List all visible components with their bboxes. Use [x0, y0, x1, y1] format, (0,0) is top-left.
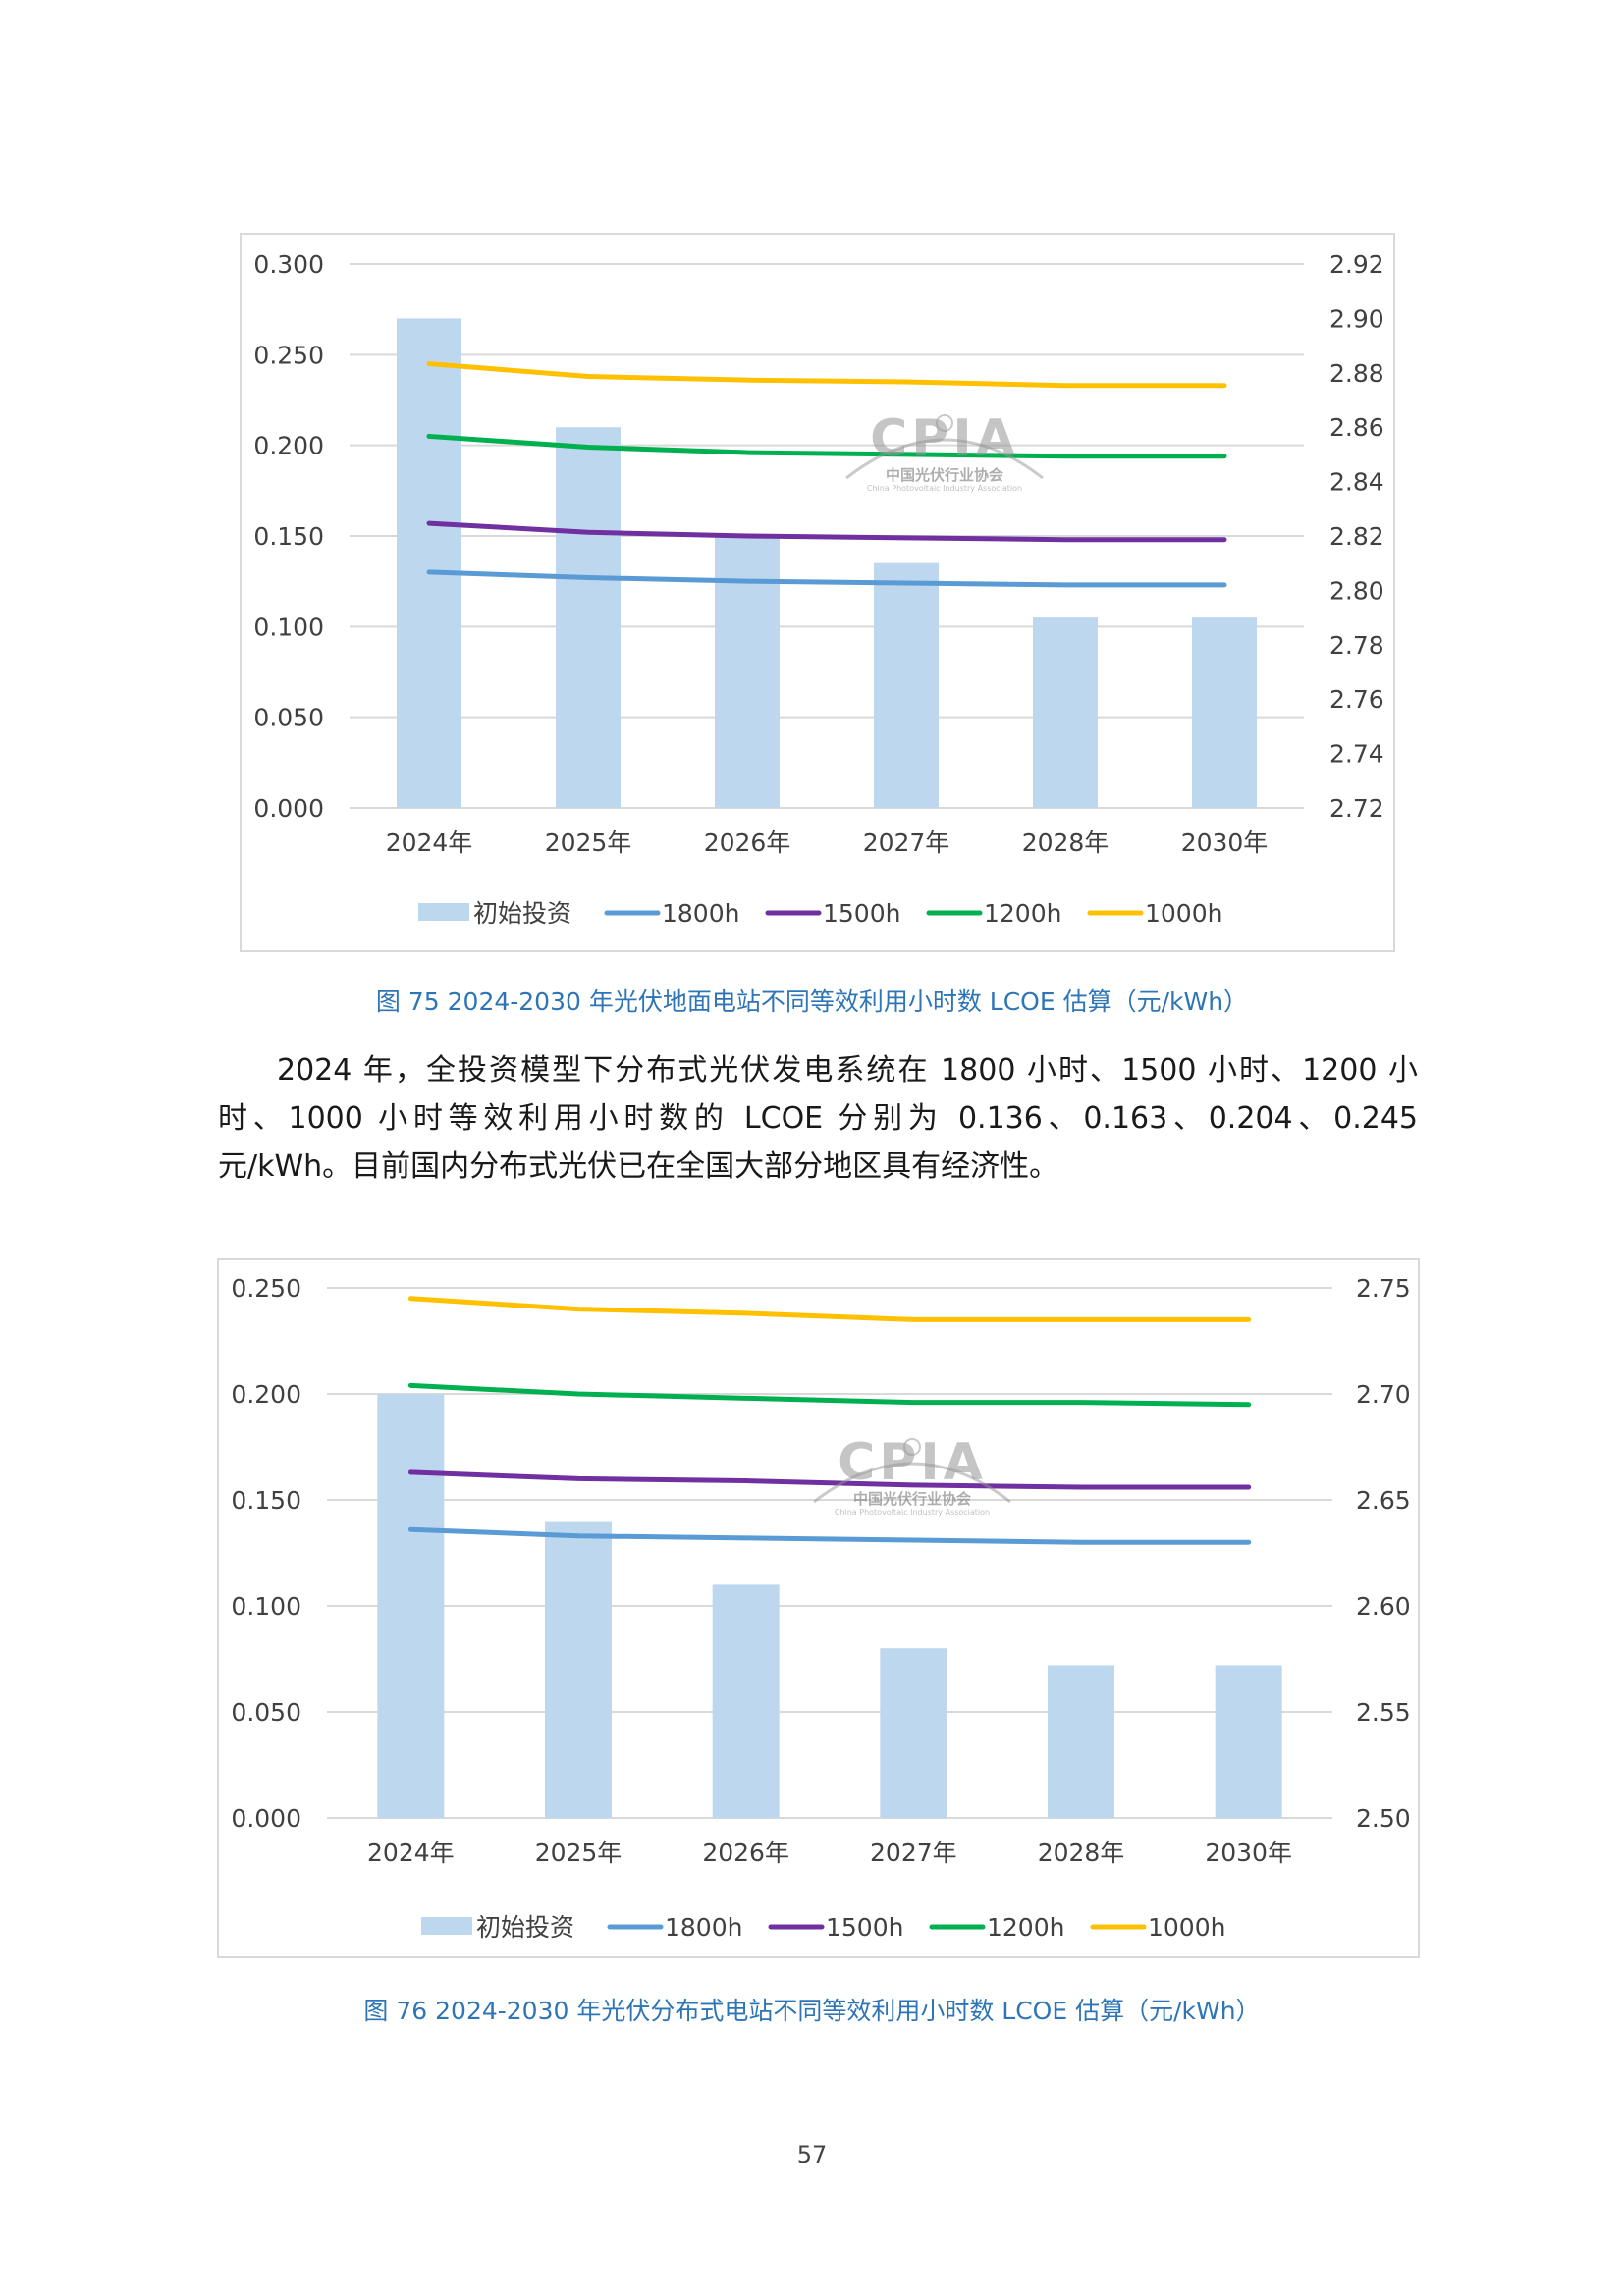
- y-left-tick-label: 0.100: [253, 613, 324, 641]
- bar-初始投资: [556, 427, 621, 808]
- y-left-tick-label: 0.050: [253, 704, 324, 732]
- legend-label: 1800h: [665, 1913, 742, 1942]
- chart-svg: 0.000 0.050 0.100 0.150 0.200 0.250 2.50 2.55 2.…: [231, 1274, 1411, 1942]
- x-tick-label: 2028年: [1038, 1839, 1125, 1867]
- y-right-tick-label: 2.65: [1356, 1486, 1411, 1515]
- y-right-tick-label: 2.74: [1329, 740, 1384, 769]
- bar-初始投资: [545, 1521, 612, 1818]
- bar-初始投资: [712, 1584, 780, 1818]
- y-right-tick-label: 2.76: [1329, 685, 1384, 714]
- y-right-tick-label: 2.86: [1329, 413, 1384, 442]
- page-number: 57: [796, 2141, 828, 2168]
- y-left-tick-label: 0.200: [231, 1380, 301, 1409]
- bar-初始投资: [397, 318, 461, 808]
- x-tick-label: 2027年: [863, 828, 950, 857]
- bar-初始投资: [715, 536, 780, 808]
- legend-label: 1200h: [987, 1913, 1064, 1942]
- bar-初始投资: [377, 1394, 445, 1818]
- line-1000h: [426, 361, 1227, 389]
- line-1500h: [426, 520, 1227, 543]
- legend-swatch-bar: [421, 1917, 472, 1935]
- y-right-tick-label: 2.84: [1329, 468, 1384, 497]
- y-right-tick-label: 2.80: [1329, 576, 1384, 605]
- bar-初始投资: [1215, 1665, 1282, 1818]
- y-right-tick-label: 2.70: [1356, 1380, 1411, 1409]
- bar-初始投资: [874, 562, 939, 808]
- y-right-tick-label: 2.60: [1356, 1592, 1411, 1621]
- legend-swatch-bar: [418, 903, 469, 921]
- x-tick-label: 2025年: [545, 828, 632, 857]
- chart-ground-station-lcoe: 0.000 0.050 0.100 0.150 0.200 0.250 0.300 2.72 2…: [240, 233, 1395, 952]
- line-1800h: [407, 1526, 1252, 1545]
- legend-label: 初始投资: [476, 1913, 574, 1942]
- legend-label: 1200h: [984, 899, 1061, 928]
- x-tick-label: 2027年: [870, 1839, 957, 1867]
- y-right-tick-label: 2.55: [1356, 1698, 1411, 1727]
- line-1500h: [407, 1469, 1252, 1490]
- bar-初始投资: [1048, 1665, 1114, 1818]
- y-left-tick-label: 0.250: [253, 341, 324, 369]
- y-left-tick-label: 0.150: [231, 1486, 301, 1515]
- line-1000h: [407, 1296, 1252, 1322]
- y-right-tick-label: 2.92: [1329, 250, 1384, 279]
- bar-初始投资: [880, 1648, 947, 1818]
- y-right-tick-label: 2.82: [1329, 522, 1384, 551]
- y-left-tick-label: 0.300: [253, 250, 324, 279]
- legend-label: 1500h: [823, 899, 900, 928]
- x-tick-label: 2024年: [367, 1839, 455, 1867]
- line-1800h: [426, 569, 1227, 588]
- y-left-tick-label: 0.050: [231, 1698, 301, 1727]
- y-right-tick-label: 2.50: [1356, 1804, 1411, 1833]
- y-right-tick-label: 2.72: [1329, 794, 1384, 823]
- bar-初始投资: [1192, 617, 1257, 808]
- x-tick-label: 2024年: [386, 828, 473, 857]
- legend-label: 1500h: [826, 1913, 903, 1942]
- y-left-tick-label: 0.200: [253, 432, 324, 460]
- body-paragraph: 2024 年，全投资模型下分布式光伏发电系统在 1800 小时、1500 小时、…: [218, 1053, 1418, 1184]
- x-tick-label: 2030年: [1205, 1839, 1292, 1867]
- figure-caption: 图 76 2024-2030 年光伏分布式电站不同等效利用小时数 LCOE 估算…: [363, 1997, 1261, 2025]
- line-1200h: [426, 433, 1227, 459]
- y-right-tick-label: 2.75: [1356, 1274, 1411, 1303]
- y-left-tick-label: 0.000: [231, 1804, 301, 1833]
- chart-svg: 0.000 0.050 0.100 0.150 0.200 0.250 0.300 2.72 2…: [253, 250, 1384, 928]
- bar-初始投资: [1033, 617, 1098, 808]
- legend-label: 1800h: [662, 899, 739, 928]
- x-tick-label: 2026年: [702, 1839, 789, 1867]
- x-tick-label: 2026年: [704, 828, 791, 857]
- y-left-tick-label: 0.000: [253, 794, 324, 823]
- legend-label: 1000h: [1148, 1913, 1225, 1942]
- y-left-tick-label: 0.250: [231, 1274, 301, 1303]
- y-right-tick-label: 2.90: [1329, 304, 1384, 333]
- figure-caption: 图 75 2024-2030 年光伏地面电站不同等效利用小时数 LCOE 估算（…: [375, 988, 1249, 1016]
- line-1200h: [407, 1382, 1252, 1408]
- y-left-tick-label: 0.100: [231, 1592, 301, 1621]
- x-tick-label: 2025年: [535, 1839, 623, 1867]
- x-tick-label: 2028年: [1022, 828, 1110, 857]
- legend-label: 1000h: [1145, 899, 1222, 928]
- chart-distributed-station-lcoe: 0.000 0.050 0.100 0.150 0.200 0.250 2.50 2.55 2.…: [217, 1258, 1420, 1958]
- x-tick-label: 2030年: [1181, 828, 1269, 857]
- legend-label: 初始投资: [473, 899, 571, 928]
- y-left-tick-label: 0.150: [253, 522, 324, 551]
- y-right-tick-label: 2.88: [1329, 359, 1384, 388]
- y-right-tick-label: 2.78: [1329, 631, 1384, 660]
